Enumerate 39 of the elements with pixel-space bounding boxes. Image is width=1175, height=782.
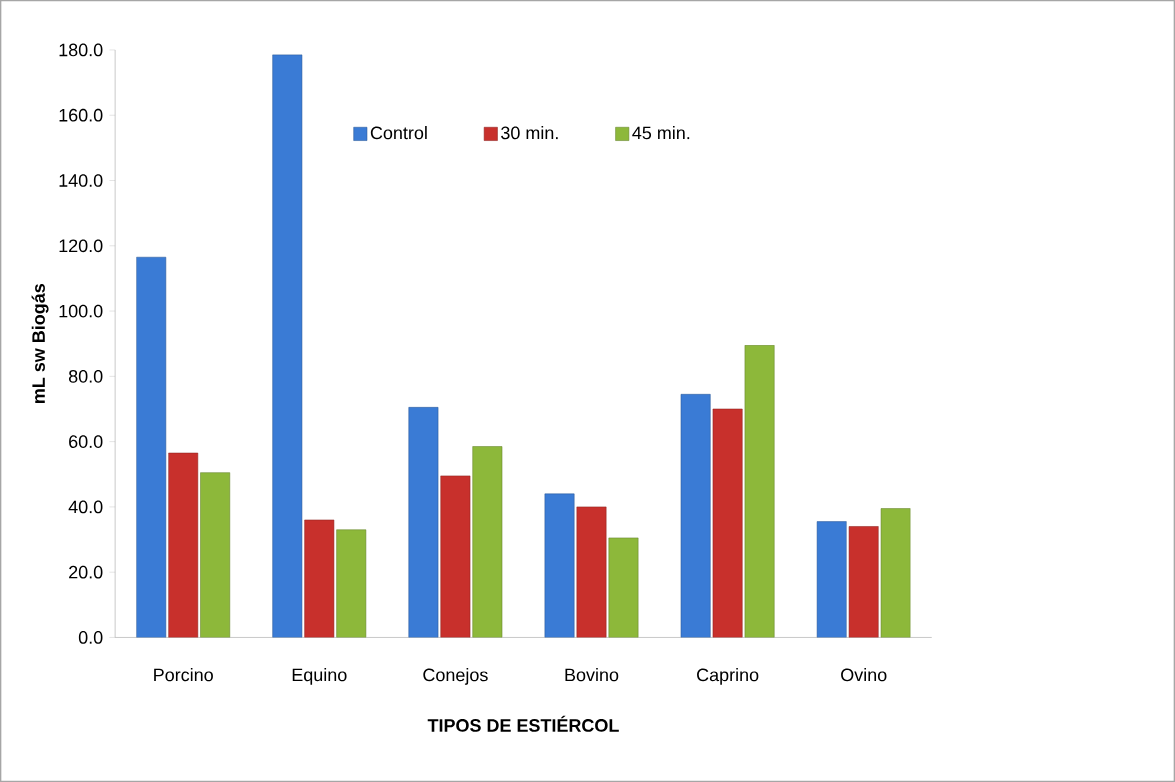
y-tick-label: 160.0 (59, 108, 103, 122)
y-tick-label: 0.0 (78, 631, 103, 644)
bar (680, 394, 711, 638)
bar (816, 521, 847, 638)
y-axis-title: mL sw Biogás (31, 283, 49, 403)
y-tick-label: 180.0 (59, 43, 103, 57)
bar (880, 508, 911, 638)
bar (136, 256, 167, 638)
x-tick-label: Conejos (423, 668, 488, 685)
bar (848, 526, 879, 638)
y-tick-label: 40.0 (68, 500, 103, 514)
y-tick-label: 20.0 (69, 565, 103, 579)
bar (472, 446, 503, 638)
legend-label: 45 min. (632, 126, 690, 140)
x-tick-label: Equino (292, 668, 347, 685)
bar (576, 506, 607, 638)
x-tick-label: Porcino (154, 668, 213, 682)
y-tick-label: 100.0 (59, 304, 103, 318)
legend-label: Control (370, 126, 427, 140)
x-tick-label: Bovino (565, 668, 619, 682)
bar (168, 452, 199, 638)
y-tick-label: 140.0 (59, 174, 103, 187)
bar (712, 408, 743, 638)
bar (544, 493, 575, 638)
bar (200, 472, 231, 638)
bar (408, 407, 439, 638)
y-tick-label: 60.0 (69, 435, 103, 448)
bar (744, 345, 775, 638)
x-tick-label: Ovino (841, 668, 887, 682)
bar (440, 475, 471, 638)
bar (272, 54, 303, 638)
y-tick-label: 120.0 (59, 239, 103, 253)
bar (608, 537, 639, 638)
legend-label: 30 min. (501, 126, 558, 140)
x-tick-label: Caprino (697, 668, 759, 685)
bar (304, 519, 335, 638)
bar (336, 529, 367, 638)
y-tick-label: 80.0 (68, 369, 103, 383)
x-axis-title: TIPOS DE ESTIÉRCOL (427, 715, 619, 732)
